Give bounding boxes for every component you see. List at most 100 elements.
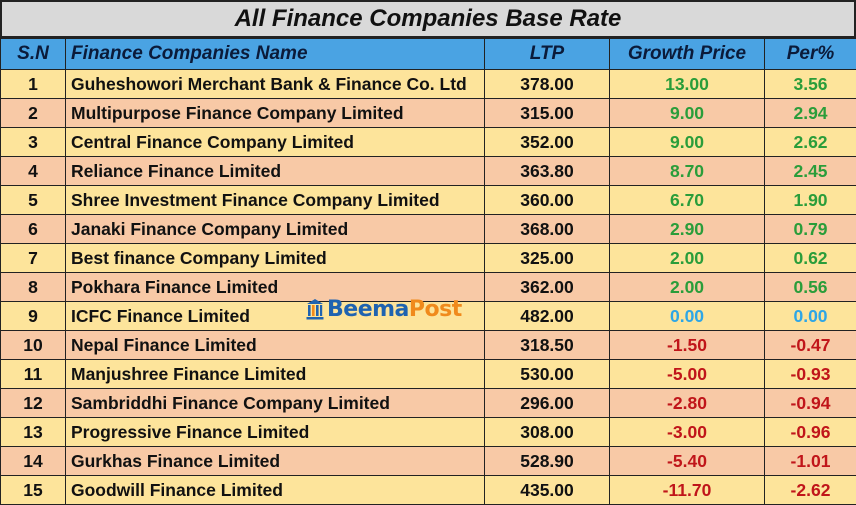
cell-per-percent: 3.56 (765, 70, 856, 99)
watermark-text-beema: Beema (327, 297, 409, 322)
beemapost-watermark: BeemaPost (306, 296, 462, 322)
cell-per-percent: 1.90 (765, 186, 856, 215)
cell-per-percent: 0.79 (765, 215, 856, 244)
base-rate-sheet: All Finance Companies Base Rate S.N Fina… (0, 0, 856, 493)
cell-ltp: 325.00 (485, 244, 610, 273)
cell-company-name: Sambriddhi Finance Company Limited (66, 389, 485, 418)
cell-sn: 4 (1, 157, 66, 186)
cell-company-name: Shree Investment Finance Company Limited (66, 186, 485, 215)
cell-growth-price: 2.90 (610, 215, 765, 244)
cell-sn: 10 (1, 331, 66, 360)
cell-company-name: Central Finance Company Limited (66, 128, 485, 157)
cell-ltp: 363.80 (485, 157, 610, 186)
column-header-name: Finance Companies Name (66, 39, 485, 70)
cell-company-name: Guheshowori Merchant Bank & Finance Co. … (66, 70, 485, 99)
cell-ltp: 308.00 (485, 418, 610, 447)
cell-sn: 13 (1, 418, 66, 447)
cell-sn: 8 (1, 273, 66, 302)
cell-sn: 1 (1, 70, 66, 99)
cell-company-name: Janaki Finance Company Limited (66, 215, 485, 244)
cell-ltp: 530.00 (485, 360, 610, 389)
cell-per-percent: -2.62 (765, 476, 856, 505)
cell-company-name: Multipurpose Finance Company Limited (66, 99, 485, 128)
cell-growth-price: 8.70 (610, 157, 765, 186)
cell-ltp: 368.00 (485, 215, 610, 244)
cell-per-percent: -1.01 (765, 447, 856, 476)
cell-sn: 11 (1, 360, 66, 389)
cell-ltp: 352.00 (485, 128, 610, 157)
cell-growth-price: -3.00 (610, 418, 765, 447)
cell-per-percent: -0.94 (765, 389, 856, 418)
cell-sn: 5 (1, 186, 66, 215)
cell-per-percent: 0.56 (765, 273, 856, 302)
cell-per-percent: 0.62 (765, 244, 856, 273)
column-header-growth: Growth Price (610, 39, 765, 70)
cell-per-percent: -0.96 (765, 418, 856, 447)
watermark-text-post: Post (409, 297, 462, 322)
cell-company-name: Nepal Finance Limited (66, 331, 485, 360)
finance-companies-table: S.N Finance Companies Name LTP Growth Pr… (0, 38, 856, 505)
cell-company-name: Reliance Finance Limited (66, 157, 485, 186)
cell-growth-price: 2.00 (610, 273, 765, 302)
cell-growth-price: -5.40 (610, 447, 765, 476)
header-row: S.N Finance Companies Name LTP Growth Pr… (1, 39, 856, 70)
cell-company-name: Gurkhas Finance Limited (66, 447, 485, 476)
cell-sn: 14 (1, 447, 66, 476)
cell-sn: 12 (1, 389, 66, 418)
cell-per-percent: 0.00 (765, 302, 856, 331)
cell-ltp: 528.90 (485, 447, 610, 476)
column-header-sn: S.N (1, 39, 66, 70)
cell-per-percent: 2.94 (765, 99, 856, 128)
cell-ltp: 318.50 (485, 331, 610, 360)
cell-ltp: 360.00 (485, 186, 610, 215)
cell-ltp: 482.00 (485, 302, 610, 331)
cell-company-name: Manjushree Finance Limited (66, 360, 485, 389)
column-header-ltp: LTP (485, 39, 610, 70)
cell-sn: 6 (1, 215, 66, 244)
cell-growth-price: 2.00 (610, 244, 765, 273)
cell-ltp: 378.00 (485, 70, 610, 99)
cell-ltp: 362.00 (485, 273, 610, 302)
cell-growth-price: -2.80 (610, 389, 765, 418)
cell-company-name: Progressive Finance Limited (66, 418, 485, 447)
cell-ltp: 315.00 (485, 99, 610, 128)
cell-sn: 2 (1, 99, 66, 128)
cell-ltp: 296.00 (485, 389, 610, 418)
cell-sn: 15 (1, 476, 66, 505)
cell-per-percent: 2.45 (765, 157, 856, 186)
cell-per-percent: -0.93 (765, 360, 856, 389)
cell-growth-price: 9.00 (610, 128, 765, 157)
cell-sn: 7 (1, 244, 66, 273)
cell-company-name: Goodwill Finance Limited (66, 476, 485, 505)
building-icon (306, 298, 324, 320)
cell-growth-price: -1.50 (610, 331, 765, 360)
cell-growth-price: 13.00 (610, 70, 765, 99)
table-title: All Finance Companies Base Rate (0, 0, 856, 38)
cell-ltp: 435.00 (485, 476, 610, 505)
column-header-per: Per% (765, 39, 856, 70)
cell-growth-price: 0.00 (610, 302, 765, 331)
cell-company-name: Best finance Company Limited (66, 244, 485, 273)
cell-growth-price: 6.70 (610, 186, 765, 215)
cell-per-percent: 2.62 (765, 128, 856, 157)
cell-growth-price: -5.00 (610, 360, 765, 389)
cell-growth-price: 9.00 (610, 99, 765, 128)
cell-sn: 3 (1, 128, 66, 157)
cell-sn: 9 (1, 302, 66, 331)
cell-growth-price: -11.70 (610, 476, 765, 505)
cell-per-percent: -0.47 (765, 331, 856, 360)
